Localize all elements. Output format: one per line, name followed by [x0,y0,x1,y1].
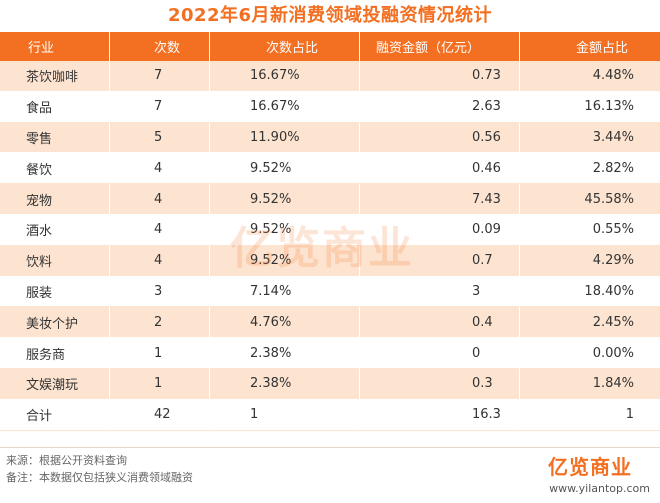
cell-industry: 食品 [0,91,110,123]
brand-url: www.yilantop.com [549,482,650,495]
cell-amount-share: 16.13% [520,91,660,123]
cell-amount-share: 1.84% [520,368,660,400]
column-header-amount: 融资金额（亿元） [360,32,520,61]
cell-amount: 0.3 [360,368,520,400]
cell-amount-share: 2.82% [520,153,660,185]
cell-count: 2 [110,307,210,339]
cell-amount-share: 45.58% [520,184,660,215]
cell-industry: 餐饮 [0,153,110,185]
cell-amount-share: 3.44% [520,122,660,154]
footnotes: 来源：根据公开资料查询 备注：本数据仅包括狭义消费领域融资 [0,447,660,503]
cell-amount-share: 18.40% [520,276,660,308]
cell-count: 7 [110,61,210,92]
table-header: 行业 次数 次数占比 融资金额（亿元） 金额占比 [0,32,660,61]
cell-count: 4 [110,153,210,185]
table-row: 餐饮 4 9.52% 0.46 2.82% [0,153,660,185]
cell-amount: 0.4 [360,307,520,339]
cell-amount: 0 [360,338,520,369]
table-row: 食品 7 16.67% 2.63 16.13% [0,91,660,123]
cell-industry: 茶饮咖啡 [0,61,110,92]
cell-count: 7 [110,91,210,123]
cell-count: 42 [110,399,210,431]
cell-count-share: 16.67% [210,61,360,92]
table-row: 零售 5 11.90% 0.56 3.44% [0,122,660,154]
cell-amount-share: 1 [520,399,660,431]
cell-count-share: 11.90% [210,122,360,154]
cell-count-share: 9.52% [210,214,360,246]
cell-count-share: 9.52% [210,153,360,185]
remark-note: 备注：本数据仅包括狭义消费领域融资 [6,471,193,484]
cell-count-share: 16.67% [210,91,360,123]
cell-count-share: 1 [210,399,360,431]
financing-table: 行业 次数 次数占比 融资金额（亿元） 金额占比 茶饮咖啡 7 16.67% 0.73… [0,32,660,431]
cell-industry: 服装 [0,276,110,308]
cell-amount: 0.46 [360,153,520,185]
cell-amount-share: 2.45% [520,307,660,339]
cell-count-share: 9.52% [210,245,360,277]
cell-count-share: 7.14% [210,276,360,308]
cell-count: 4 [110,245,210,277]
column-header-count: 次数 [110,32,210,61]
table-row: 宠物 4 9.52% 7.43 45.58% [0,184,660,215]
column-header-count-share: 次数占比 [210,32,360,61]
cell-count: 3 [110,276,210,308]
cell-count-share: 9.52% [210,184,360,215]
table-row: 服装 3 7.14% 3 18.40% [0,276,660,308]
cell-amount-share: 0.00% [520,338,660,369]
cell-amount-share: 4.29% [520,245,660,277]
cell-amount: 2.63 [360,91,520,123]
table-body: 茶饮咖啡 7 16.67% 0.73 4.48% 食品 7 16.67% 2.63 16.13% 零… [0,61,660,431]
cell-amount: 7.43 [360,184,520,215]
cell-industry: 零售 [0,122,110,154]
table-row: 文娱潮玩 1 2.38% 0.3 1.84% [0,368,660,400]
source-note: 来源：根据公开资料查询 [6,454,127,467]
cell-amount: 16.3 [360,399,520,431]
page-title: 2022年6月新消费领域投融资情况统计 [167,5,493,26]
cell-count-share: 2.38% [210,338,360,369]
cell-count: 5 [110,122,210,154]
cell-amount: 0.7 [360,245,520,277]
cell-industry: 合计 [0,399,110,431]
cell-count-share: 4.76% [210,307,360,339]
cell-industry: 宠物 [0,184,110,215]
table-row: 服务商 1 2.38% 0 0.00% [0,338,660,369]
brand-logo: 亿览商业 [548,451,632,480]
brand-logo-text: 亿览商业 [548,455,632,479]
cell-amount: 0.09 [360,214,520,246]
cell-industry: 酒水 [0,214,110,246]
cell-amount-share: 0.55% [520,214,660,246]
cell-industry: 服务商 [0,338,110,369]
table-row: 美妆个护 2 4.76% 0.4 2.45% [0,307,660,339]
cell-count: 4 [110,184,210,215]
cell-count: 1 [110,368,210,400]
column-header-amount-share: 金额占比 [520,32,660,61]
cell-industry: 文娱潮玩 [0,368,110,400]
column-header-industry: 行业 [0,32,110,61]
cell-amount: 0.73 [360,61,520,92]
table-row: 酒水 4 9.52% 0.09 0.55% [0,214,660,246]
cell-count: 1 [110,338,210,369]
cell-amount: 3 [360,276,520,308]
table-row: 饮料 4 9.52% 0.7 4.29% [0,245,660,277]
cell-amount-share: 4.48% [520,61,660,92]
cell-count: 4 [110,214,210,246]
cell-amount: 0.56 [360,122,520,154]
table-row: 茶饮咖啡 7 16.67% 0.73 4.48% [0,61,660,92]
cell-industry: 饮料 [0,245,110,277]
total-row: 合计 42 1 16.3 1 [0,399,660,431]
cell-industry: 美妆个护 [0,307,110,339]
cell-count-share: 2.38% [210,368,360,400]
